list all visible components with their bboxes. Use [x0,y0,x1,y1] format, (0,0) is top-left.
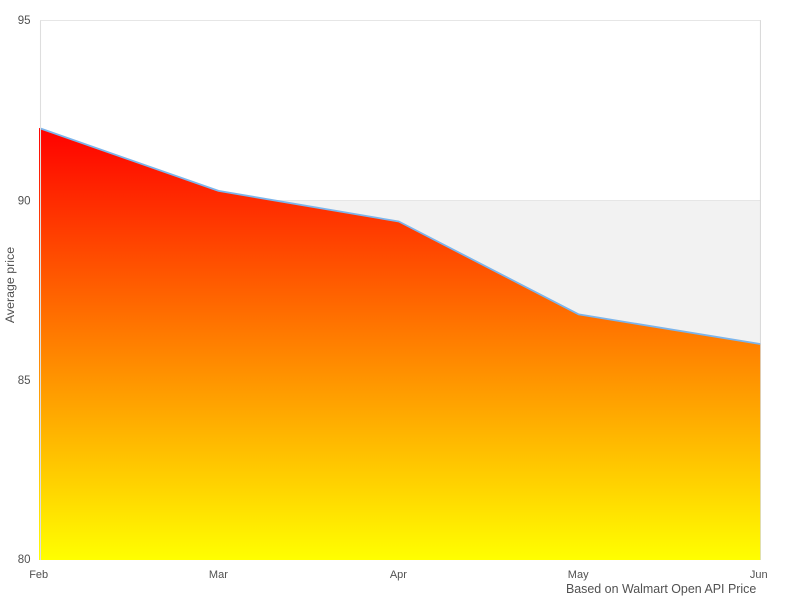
svg-text:80: 80 [18,554,31,566]
svg-text:85: 85 [18,375,31,387]
svg-text:95: 95 [18,15,31,27]
svg-text:Based on Walmart Open API Pric: Based on Walmart Open API Price [566,582,756,596]
svg-text:Feb: Feb [29,569,48,581]
svg-text:Average price: Average price [3,247,17,323]
svg-text:Mar: Mar [209,569,228,581]
svg-text:Apr: Apr [390,569,407,581]
svg-text:May: May [568,569,589,581]
svg-text:90: 90 [18,195,31,207]
svg-text:Jun: Jun [750,569,768,581]
